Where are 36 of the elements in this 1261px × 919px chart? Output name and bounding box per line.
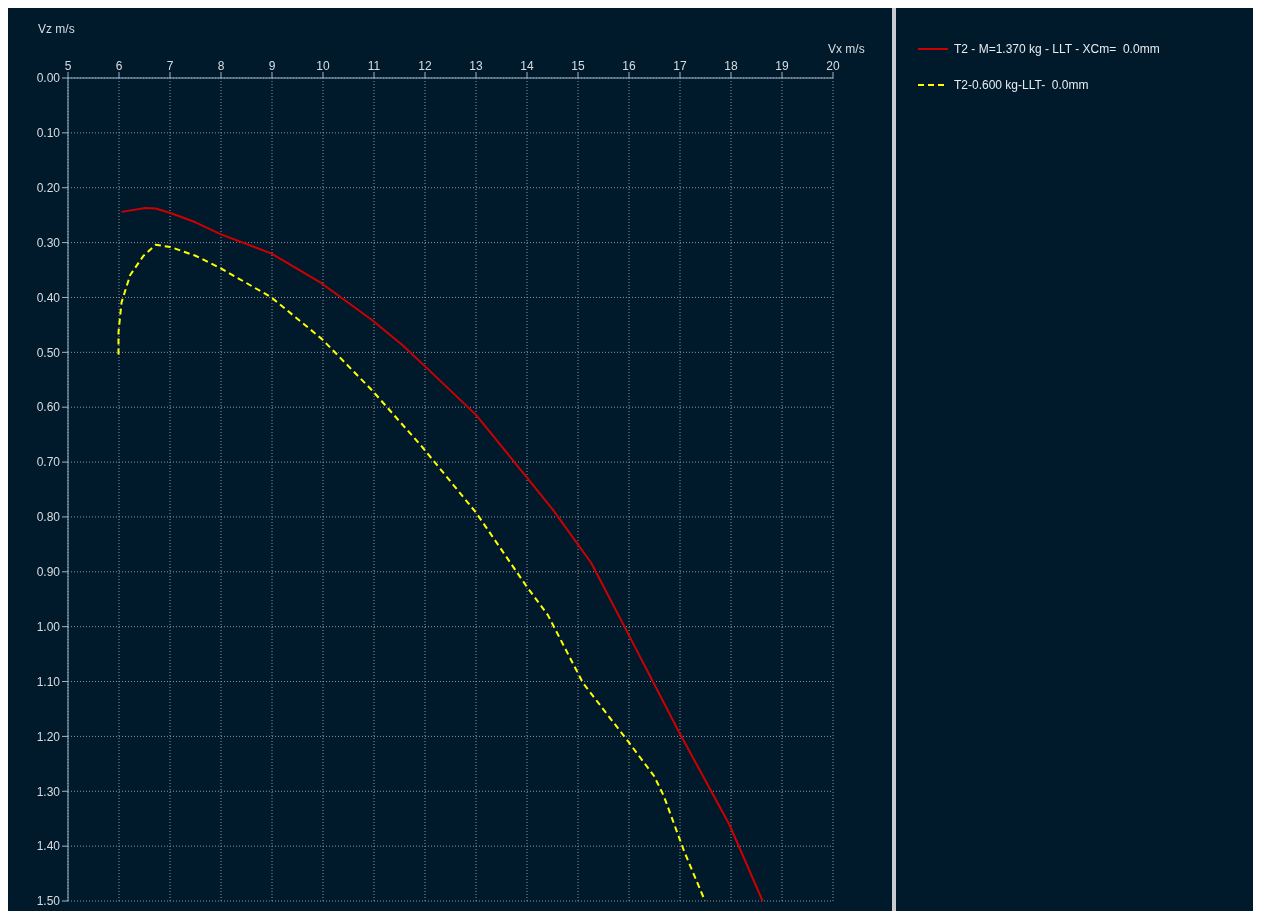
- legend-label: T2-0.600 kg-LLT- 0.0mm: [954, 78, 1089, 92]
- x-tick-label: 11: [367, 59, 381, 73]
- x-tick-label: 17: [673, 59, 687, 73]
- x-tick-label: 18: [724, 59, 738, 73]
- y-tick-label: 1.20: [36, 729, 61, 744]
- x-tick-label: 20: [826, 59, 840, 73]
- x-tick-label: 19: [775, 59, 789, 73]
- x-axis-title: Vx m/s: [828, 42, 865, 56]
- y-tick-label: 0.90: [36, 565, 61, 580]
- y-tick-label: 1.30: [36, 784, 61, 799]
- x-tick-label: 6: [115, 59, 123, 73]
- y-tick-label: 1.50: [36, 894, 61, 909]
- y-tick-label: 0.40: [36, 290, 61, 305]
- y-tick-label: 0.50: [36, 345, 61, 360]
- y-tick-label: 0.70: [36, 455, 61, 470]
- x-tick-label: 15: [571, 59, 585, 73]
- y-tick-label: 0.60: [36, 400, 61, 415]
- y-tick-label: 0.20: [36, 180, 61, 195]
- y-tick-label: 1.10: [36, 674, 61, 689]
- x-tick-label: 14: [520, 59, 534, 73]
- y-tick-label: 0.80: [36, 510, 61, 525]
- x-tick-label: 5: [64, 59, 72, 73]
- x-tick-label: 13: [469, 59, 483, 73]
- x-tick-label: 12: [418, 59, 432, 73]
- y-tick-label: 0.10: [36, 126, 61, 141]
- x-tick-label: 10: [316, 59, 330, 73]
- y-axis-title: Vz m/s: [38, 22, 75, 36]
- x-tick-label: 16: [622, 59, 636, 73]
- y-tick-label: 1.00: [36, 619, 61, 634]
- x-tick-label: 7: [166, 59, 174, 73]
- y-tick-label: 1.40: [36, 839, 61, 854]
- legend-label: T2 - M=1.370 kg - LLT - XCm= 0.0mm: [954, 42, 1160, 56]
- x-tick-label: 9: [268, 59, 276, 73]
- y-tick-label: 0.30: [36, 235, 61, 250]
- y-tick-label: 0.00: [36, 71, 61, 86]
- x-tick-label: 8: [217, 59, 225, 73]
